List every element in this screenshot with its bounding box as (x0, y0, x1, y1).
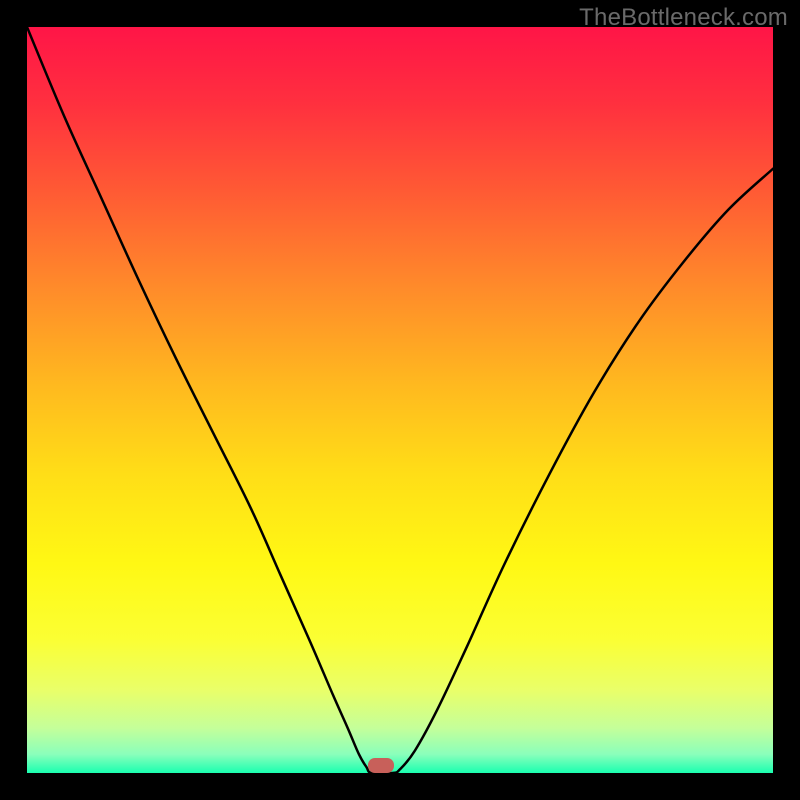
plot-area (27, 27, 773, 773)
optimal-marker (368, 758, 394, 773)
chart-frame: TheBottleneck.com (0, 0, 800, 800)
bottleneck-curve (27, 27, 773, 773)
watermark-label: TheBottleneck.com (579, 4, 788, 32)
